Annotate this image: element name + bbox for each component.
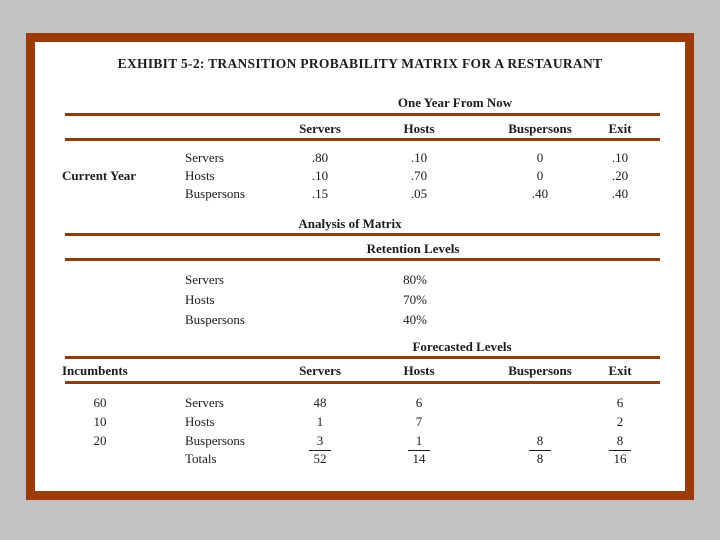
forecast-sum-value: 8 xyxy=(609,433,631,451)
divider-rule xyxy=(65,233,660,236)
forecast-row: 10 Hosts 1 7 2 xyxy=(35,414,685,431)
retention-value: 40% xyxy=(403,312,427,327)
column-header-hosts: Hosts xyxy=(403,121,435,136)
row-label: Buspersons xyxy=(185,312,245,327)
incumbents-value: 20 xyxy=(93,433,107,448)
forecast-value: 6 xyxy=(616,395,624,410)
column-header-buspersons: Buspersons xyxy=(508,121,572,136)
forecast-value: 2 xyxy=(616,414,624,429)
matrix-value: .80 xyxy=(311,150,329,165)
matrix-value: .10 xyxy=(410,150,428,165)
column-header-hosts: Hosts xyxy=(403,363,435,378)
matrix-value: .40 xyxy=(611,186,629,201)
row-label: Buspersons xyxy=(185,433,245,448)
forecast-value: 48 xyxy=(313,395,327,410)
exhibit-title: EXHIBIT 5-2: TRANSITION PROBABILITY MATR… xyxy=(117,56,603,71)
forecast-heading: Forecasted Levels xyxy=(412,339,512,354)
forecast-sum-value: 8 xyxy=(529,433,551,451)
forecast-row: 20 Buspersons 3 1 8 8 xyxy=(35,433,685,451)
matrix-row: Current Year Hosts .10 .70 0 .20 xyxy=(35,168,685,185)
forecast-row: 60 Servers 48 6 6 xyxy=(35,395,685,412)
row-group-label: Current Year xyxy=(62,168,137,183)
matrix-value: 0 xyxy=(536,168,544,183)
incumbents-value: 10 xyxy=(93,414,107,429)
divider-rule xyxy=(65,381,660,384)
divider-rule xyxy=(65,356,660,359)
column-header-incumbents: Incumbents xyxy=(62,363,128,378)
total-value: 16 xyxy=(613,451,627,466)
row-label: Buspersons xyxy=(185,186,245,201)
divider-rule xyxy=(65,258,660,261)
exhibit-page: EXHIBIT 5-2: TRANSITION PROBABILITY MATR… xyxy=(26,33,694,500)
matrix-row: Buspersons .15 .05 .40 .40 xyxy=(35,186,685,203)
forecast-value: 6 xyxy=(415,395,423,410)
forecast-value: 7 xyxy=(415,414,423,429)
matrix-header-row: Servers Hosts Buspersons Exit xyxy=(35,121,685,138)
divider-rule xyxy=(65,113,660,116)
matrix-value: 0 xyxy=(536,150,544,165)
total-value: 52 xyxy=(313,451,327,466)
retention-heading: Retention Levels xyxy=(366,241,460,256)
row-label: Hosts xyxy=(185,414,215,429)
matrix-value: .40 xyxy=(531,186,549,201)
retention-row: Servers 80% xyxy=(35,272,685,289)
retention-row: Buspersons 40% xyxy=(35,312,685,329)
total-value: 14 xyxy=(412,451,426,466)
retention-value: 80% xyxy=(403,272,427,287)
analysis-heading: Analysis of Matrix xyxy=(298,216,402,231)
matrix-value: .05 xyxy=(410,186,428,201)
forecast-sum-value: 1 xyxy=(408,433,430,451)
retention-value: 70% xyxy=(403,292,427,307)
row-label: Servers xyxy=(185,272,224,287)
matrix-value: .15 xyxy=(311,186,329,201)
column-header-servers: Servers xyxy=(299,121,341,136)
row-label: Servers xyxy=(185,395,224,410)
forecast-header-row: Incumbents Servers Hosts Buspersons Exit xyxy=(35,363,685,380)
matrix-value: .10 xyxy=(611,150,629,165)
matrix-value: .70 xyxy=(410,168,428,183)
forecast-sum-value: 3 xyxy=(309,433,331,451)
matrix-heading: One Year From Now xyxy=(397,95,513,110)
row-label: Servers xyxy=(185,150,224,165)
row-label: Totals xyxy=(185,451,217,466)
column-header-servers: Servers xyxy=(299,363,341,378)
matrix-row: Servers .80 .10 0 .10 xyxy=(35,150,685,167)
retention-row: Hosts 70% xyxy=(35,292,685,309)
total-value: 8 xyxy=(536,451,544,466)
column-header-buspersons: Buspersons xyxy=(508,363,572,378)
matrix-value: .20 xyxy=(611,168,629,183)
row-label: Hosts xyxy=(185,292,215,307)
column-header-exit: Exit xyxy=(608,121,632,136)
totals-row: Totals 52 14 8 16 xyxy=(35,451,685,468)
divider-rule xyxy=(65,138,660,141)
matrix-value: .10 xyxy=(311,168,329,183)
incumbents-value: 60 xyxy=(93,395,107,410)
forecast-value: 1 xyxy=(316,414,324,429)
row-label: Hosts xyxy=(185,168,215,183)
column-header-exit: Exit xyxy=(608,363,632,378)
